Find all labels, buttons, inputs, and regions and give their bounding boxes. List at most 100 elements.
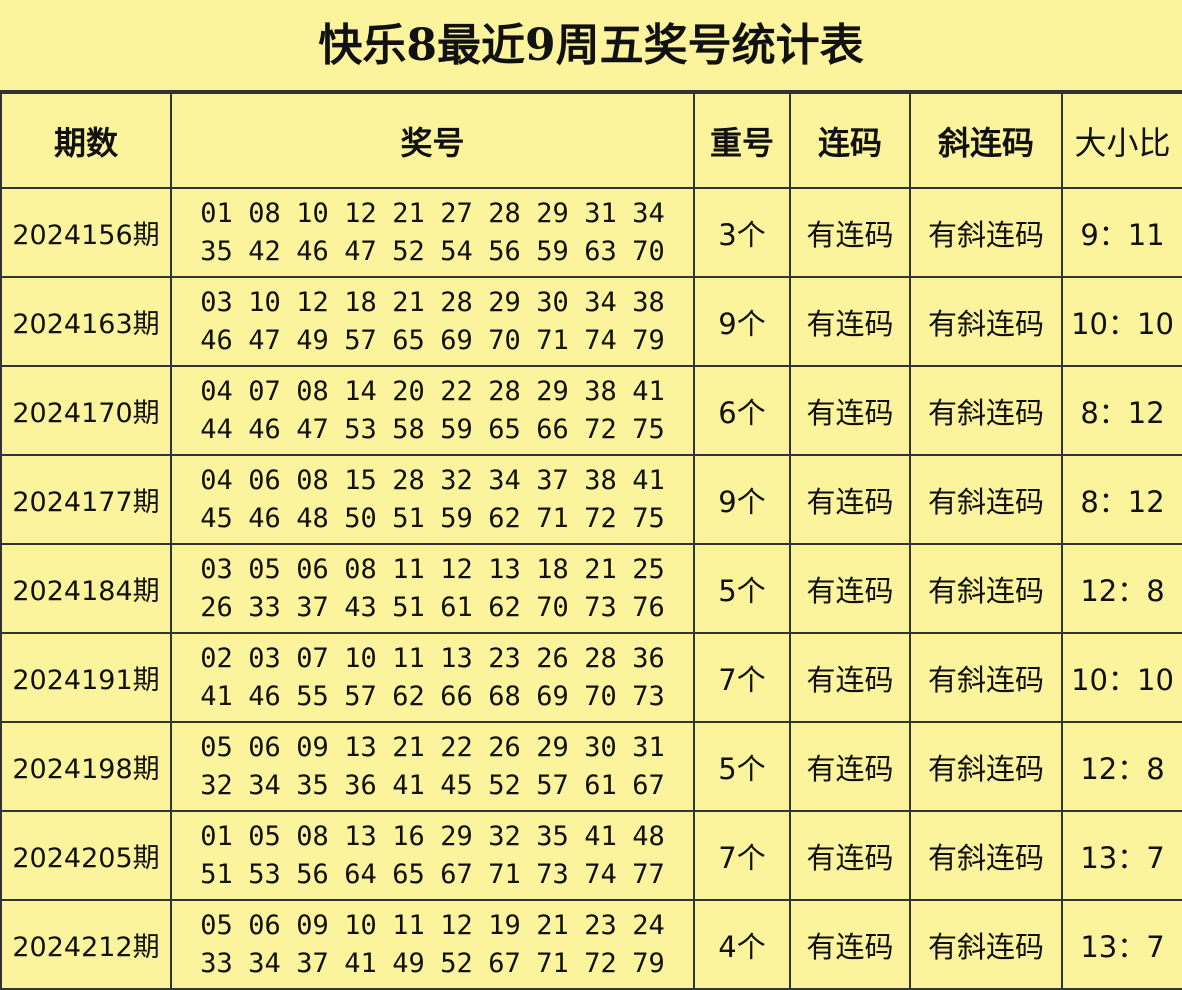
draw-number: 65 (392, 324, 425, 356)
repeat-cell: 9个 (693, 276, 791, 367)
period-cell: 2024198期 (0, 721, 172, 812)
draw-number: 22 (440, 731, 473, 763)
draw-number: 73 (536, 858, 569, 890)
draw-number: 20 (392, 375, 425, 407)
stats-table: 期数 奖号 重号 连码 斜连码 大小比 2024156期 01 08 10 12 21 27… (0, 92, 1182, 990)
draw-number: 28 (584, 642, 617, 674)
draw-number: 32 (200, 769, 233, 801)
draw-number: 04 (200, 375, 233, 407)
draw-number: 71 (536, 324, 569, 356)
draw-number: 59 (440, 413, 473, 445)
draw-number: 58 (392, 413, 425, 445)
draw-number: 53 (248, 858, 281, 890)
draw-number: 10 (344, 642, 377, 674)
table-row: 2024163期 03 10 12 18 21 28 29 30 34 38 46 47 49 57 65 69… (0, 276, 1182, 367)
repeat-cell: 7个 (693, 810, 791, 901)
draw-number: 23 (584, 909, 617, 941)
draw-number: 34 (248, 947, 281, 979)
draw-number: 07 (296, 642, 329, 674)
period-cell: 2024191期 (0, 632, 172, 723)
draw-number: 06 (296, 553, 329, 585)
draw-number: 67 (488, 947, 521, 979)
draw-number: 01 (200, 197, 233, 229)
header-consecutive: 连码 (789, 92, 911, 189)
table-row: 2024212期 05 06 09 10 11 12 19 21 23 24 33 34 37 41 49 52… (0, 899, 1182, 990)
ratio-cell: 12：8 (1061, 721, 1182, 812)
draw-number: 38 (584, 464, 617, 496)
draw-number: 08 (296, 375, 329, 407)
draw-number: 68 (488, 680, 521, 712)
draw-number: 48 (296, 502, 329, 534)
draw-number: 51 (200, 858, 233, 890)
draw-number: 11 (392, 642, 425, 674)
draw-number: 08 (344, 553, 377, 585)
draw-number: 46 (248, 502, 281, 534)
draw-number: 52 (488, 769, 521, 801)
draw-number: 50 (344, 502, 377, 534)
draw-number: 70 (632, 235, 665, 267)
draw-number: 22 (440, 375, 473, 407)
draw-number: 73 (584, 591, 617, 623)
draw-number: 03 (248, 642, 281, 674)
draw-number: 08 (248, 197, 281, 229)
header-diagonal: 斜连码 (909, 92, 1063, 189)
draw-number: 13 (440, 642, 473, 674)
period-cell: 2024156期 (0, 187, 172, 278)
draw-number: 67 (632, 769, 665, 801)
draw-number: 18 (536, 553, 569, 585)
diagonal-cell: 有斜连码 (909, 187, 1063, 278)
draw-number: 75 (632, 502, 665, 534)
draw-number: 27 (440, 197, 473, 229)
draw-number: 06 (248, 464, 281, 496)
draw-number: 04 (200, 464, 233, 496)
draw-number: 35 (536, 820, 569, 852)
draw-number: 11 (392, 553, 425, 585)
draw-number: 34 (488, 464, 521, 496)
numbers-cell: 05 06 09 10 11 12 19 21 23 24 33 34 37 41 49 52 67 71 72 79 (170, 899, 695, 990)
draw-number: 35 (200, 235, 233, 267)
draw-number: 46 (248, 413, 281, 445)
draw-number: 36 (344, 769, 377, 801)
draw-number: 18 (344, 286, 377, 318)
draw-number: 03 (200, 286, 233, 318)
draw-number: 05 (200, 731, 233, 763)
diagonal-cell: 有斜连码 (909, 276, 1063, 367)
consecutive-cell: 有连码 (789, 276, 911, 367)
draw-number: 55 (296, 680, 329, 712)
repeat-cell: 3个 (693, 187, 791, 278)
repeat-cell: 6个 (693, 365, 791, 456)
draw-number: 74 (584, 858, 617, 890)
draw-number: 70 (488, 324, 521, 356)
draw-number: 66 (536, 413, 569, 445)
draw-number: 41 (392, 769, 425, 801)
draw-number: 13 (488, 553, 521, 585)
table-row: 2024191期 02 03 07 10 11 13 23 26 28 36 41 46 55 57 62 66… (0, 632, 1182, 723)
draw-number: 21 (392, 197, 425, 229)
table-row: 2024205期 01 05 08 13 16 29 32 35 41 48 51 53 56 64 65 67… (0, 810, 1182, 901)
diagonal-cell: 有斜连码 (909, 810, 1063, 901)
draw-number: 66 (440, 680, 473, 712)
repeat-cell: 5个 (693, 543, 791, 634)
draw-number: 19 (488, 909, 521, 941)
draw-number: 47 (344, 235, 377, 267)
draw-number: 65 (488, 413, 521, 445)
draw-number: 63 (584, 235, 617, 267)
numbers-cell: 04 07 08 14 20 22 28 29 38 41 44 46 47 53 58 59 65 66 72 75 (170, 365, 695, 456)
numbers-cell: 04 06 08 15 28 32 34 37 38 41 45 46 48 50 51 59 62 71 72 75 (170, 454, 695, 545)
draw-number: 54 (440, 235, 473, 267)
draw-number: 29 (536, 731, 569, 763)
ratio-cell: 12：8 (1061, 543, 1182, 634)
draw-number: 30 (536, 286, 569, 318)
draw-number: 28 (440, 286, 473, 318)
ratio-cell: 13：7 (1061, 810, 1182, 901)
draw-number: 77 (632, 858, 665, 890)
draw-number: 05 (200, 909, 233, 941)
draw-number: 71 (536, 502, 569, 534)
ratio-cell: 10：10 (1061, 632, 1182, 723)
repeat-cell: 4个 (693, 899, 791, 990)
consecutive-cell: 有连码 (789, 187, 911, 278)
consecutive-cell: 有连码 (789, 632, 911, 723)
draw-number: 56 (488, 235, 521, 267)
draw-number: 46 (200, 324, 233, 356)
draw-number: 29 (488, 286, 521, 318)
